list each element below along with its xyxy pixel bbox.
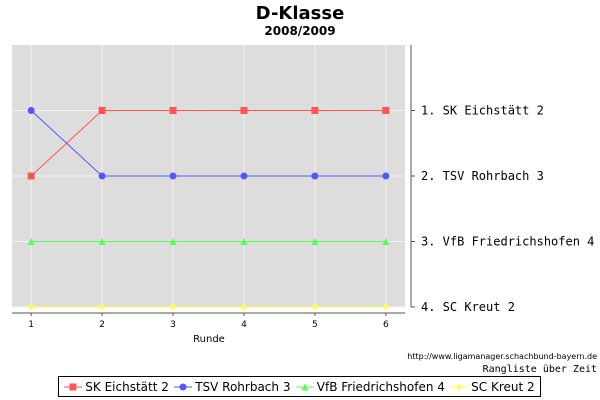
legend-symbol-icon [174,383,193,390]
data-point [27,107,35,114]
series-sc-kreut-2 [27,303,390,311]
x-tick-label: 1 [28,320,34,330]
series-vfb-friedrichshofen-4 [27,238,390,245]
x-tick-label: 3 [170,320,176,330]
data-point [98,172,106,180]
data-point [240,172,248,180]
data-point [27,172,35,180]
legend-label: SC Kreut 2 [471,379,535,394]
legend-symbol-icon [295,383,314,390]
data-point [301,383,309,390]
footer-caption: Rangliste über Zeit [483,364,597,375]
data-point [179,383,187,390]
legend-label: SK Eichstätt 2 [85,379,169,394]
y-tick-label: 1. SK Eichstätt 2 [421,104,544,118]
legend-symbol-icon [64,383,83,390]
data-point [69,383,77,390]
legend-label: VfB Friedrichshofen 4 [316,379,445,394]
data-point [382,172,390,180]
legend-item: VfB Friedrichshofen 4 [295,379,445,394]
series-sk-eichst-tt-2 [27,107,390,180]
legend-symbol-icon [450,383,469,390]
x-tick-label: 4 [241,320,247,330]
x-axis-label: Runde [193,334,225,345]
data-point [240,303,248,311]
data-point [382,107,390,114]
data-point [98,107,106,114]
legend-item: SC Kreut 2 [450,380,535,394]
chart-subtitle: 2008/2009 [264,24,335,38]
x-tick-label: 6 [383,320,389,330]
data-point [98,303,106,311]
x-tick-label: 2 [99,320,105,330]
y-tick-label: 4. SC Kreut 2 [421,300,515,314]
footer-url: http://www.ligamanager.schachbund-bayern… [407,352,597,361]
y-tick-label: 3. VfB Friedrichshofen 4 [421,235,594,249]
y-tick-labels: 1. SK Eichstätt 2 2. TSV Rohrbach 3 3. VfB… [411,104,594,314]
y-tick-label: 2. TSV Rohrbach 3 [421,169,544,183]
axes: 1 2 3 4 5 6 [12,45,412,330]
data-point [27,303,35,311]
data-point [169,107,177,114]
data-point [311,172,319,180]
series-tsv-rohrbach-3 [27,107,390,180]
legend: SK Eichstätt 2 TSV Rohrbach 3 VfB Friedric… [58,376,541,397]
data-point [382,303,390,311]
x-tick-label: 5 [312,320,318,330]
data-point [311,303,319,311]
chart-title: D-Klasse [256,3,345,24]
data-point [169,238,177,245]
data-point [98,238,106,245]
data-point [169,303,177,311]
data-point [455,383,463,390]
legend-item: SK Eichstätt 2 [64,380,169,394]
data-point [311,238,319,245]
data-point [240,238,248,245]
legend-label: TSV Rohrbach 3 [195,379,291,394]
legend-item: TSV Rohrbach 3 [174,380,290,394]
data-point [169,172,177,180]
data-point [240,107,248,114]
series-line [30,110,386,177]
data-point [27,238,35,245]
data-point [382,238,390,245]
series-line [30,110,386,177]
data-point [311,107,319,114]
series-layer [27,107,390,311]
